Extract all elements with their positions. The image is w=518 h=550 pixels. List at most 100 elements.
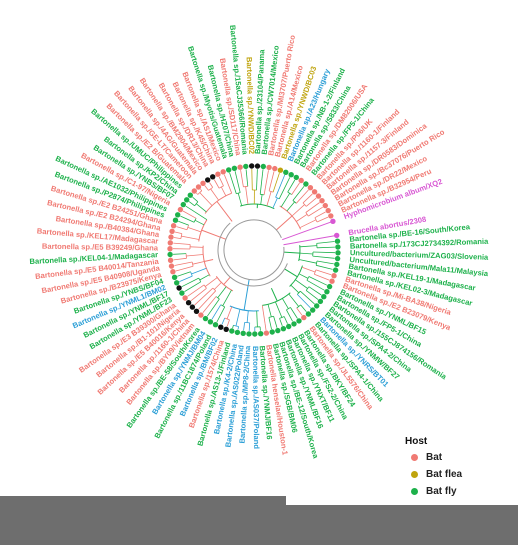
- tree-branch: [280, 193, 291, 208]
- tree-branch: [229, 172, 237, 194]
- tree-branch: [199, 274, 210, 281]
- tree-branch: [270, 287, 278, 302]
- tip-marker: [171, 274, 178, 280]
- tree-arc: [240, 203, 275, 210]
- legend-label-bat-fly: Bat fly: [426, 486, 457, 497]
- tree-branch: [213, 179, 220, 189]
- tree-branch: [187, 227, 202, 233]
- tree-branch: [296, 189, 309, 204]
- tree-branch: [200, 188, 203, 191]
- tree-branch: [217, 286, 227, 299]
- tree-branch: [315, 269, 332, 276]
- tree-branch: [222, 289, 232, 306]
- tip-marker: [205, 177, 211, 183]
- tree-branch: [209, 182, 214, 188]
- tree-branch: [295, 279, 308, 289]
- tree-branch: [218, 176, 224, 187]
- tree-arc: [296, 304, 301, 309]
- tree-branch: [234, 171, 241, 193]
- tree-branch: [283, 251, 300, 254]
- tree-branch: [178, 220, 189, 226]
- tree-branch: [283, 234, 337, 246]
- tip-marker: [329, 278, 335, 284]
- tip-marker: [237, 164, 243, 170]
- tree-branch: [192, 196, 199, 203]
- legend-item-bat: Bat: [405, 449, 505, 466]
- tree-branch: [299, 252, 313, 255]
- legend-label-bat: Bat: [426, 452, 443, 463]
- tip-marker: [310, 307, 316, 313]
- tree-branch: [273, 316, 278, 328]
- tree-branch: [176, 226, 188, 231]
- tip-marker: [315, 193, 322, 199]
- tip-marker: [260, 163, 266, 170]
- tree-branch: [245, 186, 249, 205]
- tree-arc: [217, 222, 288, 287]
- tree-branch: [251, 168, 253, 191]
- tree-branch: [298, 259, 317, 264]
- legend-item-bat-flea: Bat flea: [405, 466, 505, 483]
- tree-branch: [260, 194, 263, 205]
- tree-branch: [314, 273, 330, 281]
- tip-marker: [280, 326, 287, 332]
- tree-branch: [275, 301, 283, 318]
- tree-branch: [264, 323, 267, 331]
- tip-marker: [229, 328, 235, 334]
- tree-branch: [286, 309, 293, 322]
- tree-branch: [245, 169, 249, 187]
- tree-branch: [185, 205, 195, 212]
- tip-marker: [168, 234, 174, 240]
- tree-branch: [174, 231, 182, 234]
- tree-arc: [243, 185, 248, 188]
- tree-branch: [223, 174, 227, 180]
- tip-marker: [172, 217, 179, 223]
- tree-branch: [316, 216, 329, 223]
- tip-marker: [275, 327, 281, 334]
- tip-marker: [335, 244, 341, 250]
- tree-branch: [226, 319, 230, 327]
- tree-branch: [232, 325, 234, 329]
- tree-arc: [215, 276, 234, 292]
- bat-marker-icon: [411, 454, 418, 461]
- tree-branch: [296, 213, 308, 222]
- tree-branch: [314, 211, 326, 219]
- tip-marker: [226, 167, 232, 173]
- tip-marker: [269, 329, 275, 335]
- tip-marker: [167, 240, 173, 246]
- tree-branch: [256, 310, 258, 327]
- tip-marker: [283, 169, 289, 175]
- legend-label-bat-flea: Bat flea: [426, 469, 463, 480]
- tree-branch: [192, 261, 205, 265]
- tree-branch: [214, 282, 222, 290]
- tree-arc: [180, 233, 183, 239]
- tip-marker: [322, 202, 328, 209]
- tree-branch: [268, 317, 272, 330]
- tip-marker: [272, 165, 278, 172]
- leaf-label: Bartonella sp./AS037/Poland: [251, 346, 261, 449]
- tip-marker: [325, 207, 331, 214]
- tree-branch: [173, 257, 187, 261]
- tip-marker: [193, 308, 200, 314]
- tree-branch: [226, 306, 233, 320]
- tree-branch: [305, 290, 319, 300]
- tip-marker: [307, 185, 314, 191]
- leaf-label: Bartonella sp./YNWD/BC02: [245, 57, 257, 154]
- tree-branch: [312, 255, 335, 259]
- gray-bar: [0, 505, 518, 545]
- tree-arc: [208, 187, 213, 191]
- tree-arc: [204, 192, 232, 214]
- tip-marker: [305, 311, 312, 317]
- tip-marker: [176, 285, 182, 291]
- tip-marker: [180, 201, 186, 208]
- tree-branch: [308, 276, 328, 286]
- tree-branch: [173, 253, 187, 255]
- tree-branch: [220, 186, 227, 197]
- tip-marker: [330, 218, 336, 224]
- tree-branch: [194, 287, 214, 306]
- bat-flea-marker-icon: [411, 471, 418, 478]
- tree-branch: [272, 172, 280, 193]
- bat-fly-marker-icon: [411, 488, 418, 495]
- tree-branch: [301, 266, 316, 273]
- tip-marker: [234, 329, 241, 336]
- tree-branch: [187, 284, 205, 297]
